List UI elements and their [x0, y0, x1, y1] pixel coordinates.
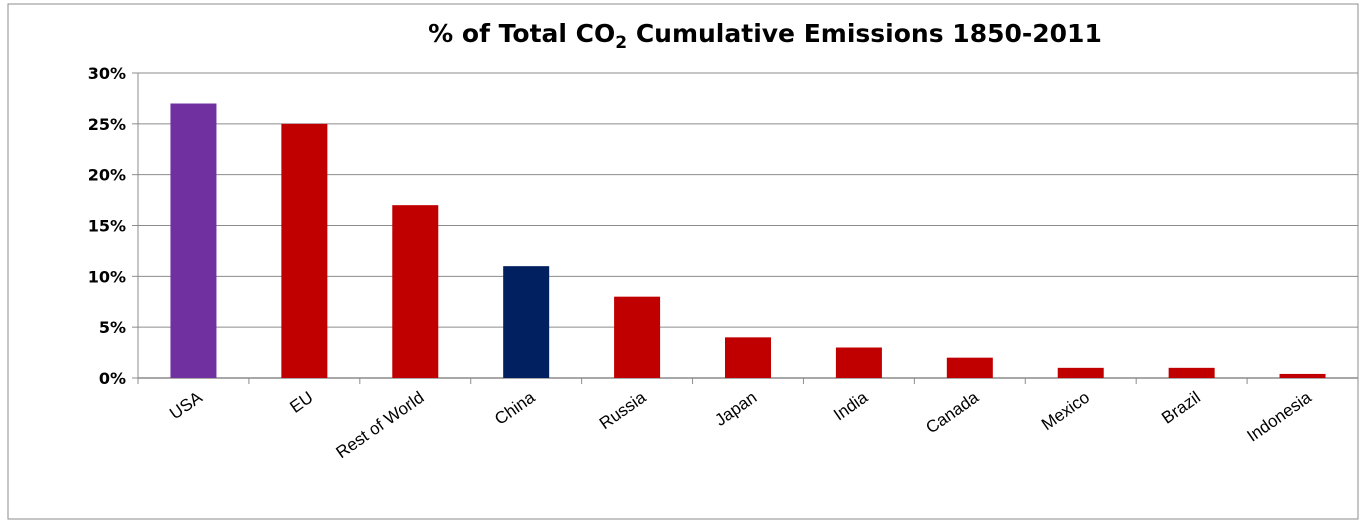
gridlines [138, 72, 1358, 328]
bar-canada [946, 357, 993, 378]
y-axis-ticks: 0% 5% 10% 15% 20% 25% 30% [88, 64, 138, 388]
y-tick-label: 25% [88, 115, 126, 134]
bar-japan [725, 337, 771, 378]
chart-frame [7, 3, 1359, 520]
y-tick-label: 20% [88, 166, 126, 185]
y-tick-label: 5% [99, 318, 126, 337]
bar-eu [281, 123, 328, 378]
y-tick-label: 10% [88, 267, 126, 286]
bars [170, 103, 1326, 378]
bar-rest-of-world [392, 205, 439, 378]
chart-title-subscript: 2 [615, 33, 627, 53]
bar-china [503, 266, 550, 378]
bar-indonesia [1279, 373, 1326, 378]
y-tick-label: 30% [88, 64, 126, 83]
y-tick-label: 15% [88, 217, 126, 236]
chart-title: % of Total CO2 Cumulative Emissions 1850… [428, 19, 1102, 53]
bar-mexico [1057, 367, 1104, 378]
bar-usa [170, 103, 217, 378]
bar-india [835, 347, 882, 378]
y-tick-label: 0% [99, 369, 126, 388]
bar-brazil [1168, 367, 1215, 378]
bar-russia [614, 296, 661, 378]
chart-title-prefix: % of Total CO [428, 19, 615, 48]
chart-title-suffix: Cumulative Emissions 1850-2011 [627, 19, 1102, 48]
